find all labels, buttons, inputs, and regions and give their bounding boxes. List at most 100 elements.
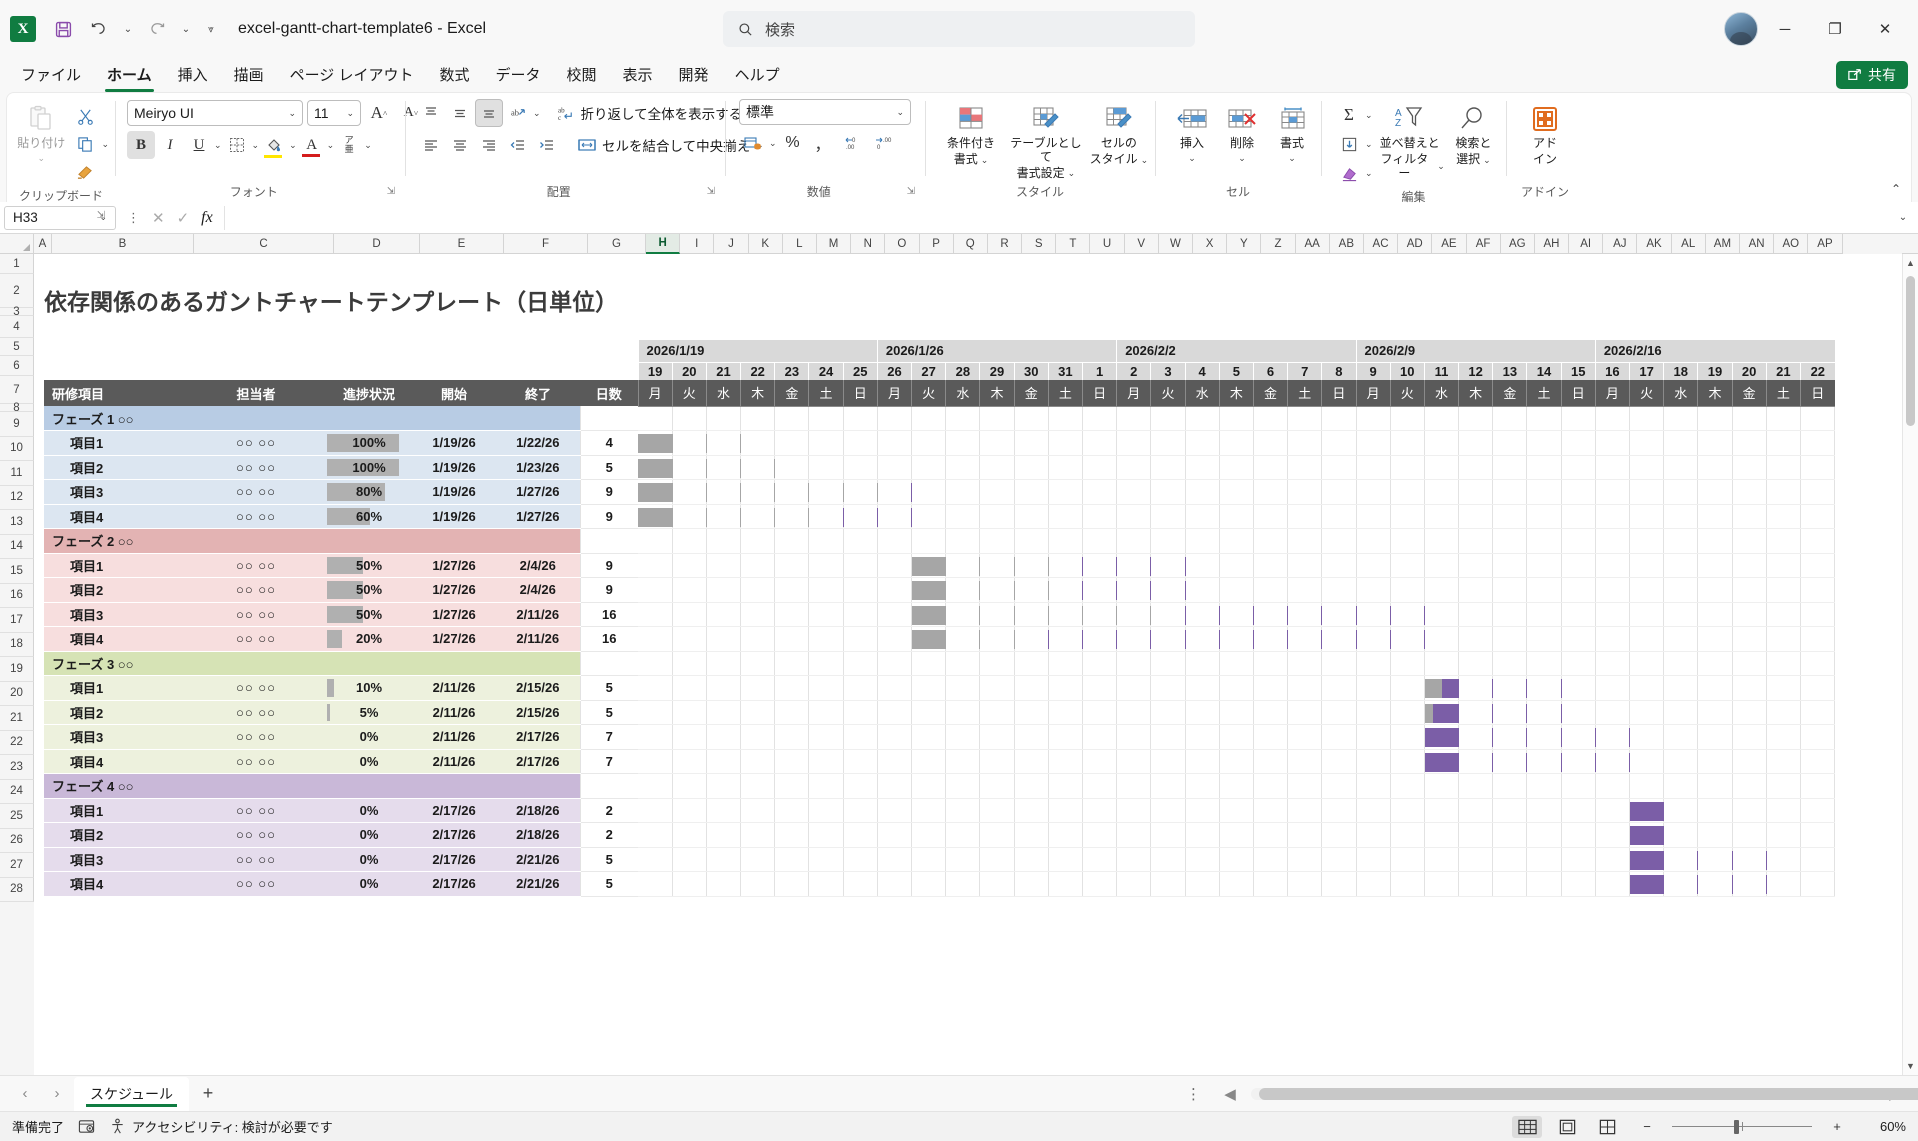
sort-chevron-down-icon[interactable]: ⌄ xyxy=(1437,161,1445,172)
cut-icon[interactable] xyxy=(71,102,99,130)
column-header-AO[interactable]: AO xyxy=(1774,234,1809,254)
align-middle-icon[interactable] xyxy=(446,99,474,127)
tab-help[interactable]: ヘルプ xyxy=(734,67,780,84)
row-header-27[interactable]: 27 xyxy=(0,853,34,878)
borders-chevron-down-icon[interactable]: ⌄ xyxy=(251,139,260,150)
orientation-chevron-down-icon[interactable]: ⌄ xyxy=(533,107,541,118)
font-size-combo[interactable]: 11 ⌄ xyxy=(307,100,361,126)
column-header-E[interactable]: E xyxy=(420,234,504,254)
accessibility-status[interactable]: アクセシビリティ: 検討が必要です xyxy=(109,1117,333,1136)
text-orientation-icon[interactable]: ab xyxy=(504,99,532,127)
increase-font-size-icon[interactable]: A ˄ xyxy=(370,103,388,122)
undo-icon[interactable] xyxy=(82,12,116,46)
insert-chevron-down-icon[interactable]: ⌄ xyxy=(1188,152,1196,163)
column-header-M[interactable]: M xyxy=(816,234,852,254)
formula-bar-more-icon[interactable]: ⋮ xyxy=(127,209,140,225)
row-header-17[interactable]: 17 xyxy=(0,608,34,633)
table-row[interactable]: 項目1 ○○ ○○ 10% 2/11/26 2/15/26 5 xyxy=(44,675,1836,701)
row-header-3[interactable]: 3 xyxy=(0,306,34,318)
column-header-AD[interactable]: AD xyxy=(1398,234,1433,254)
row-header-21[interactable]: 21 xyxy=(0,706,34,731)
row-header-14[interactable]: 14 xyxy=(0,534,34,559)
tab-home[interactable]: ホーム xyxy=(94,60,165,92)
horizontal-scrollbar[interactable] xyxy=(1251,1087,1918,1100)
column-header-AE[interactable]: AE xyxy=(1432,234,1467,254)
fill-color-icon[interactable] xyxy=(260,131,288,159)
format-painter-icon[interactable] xyxy=(71,158,99,186)
tab-formulas[interactable]: 数式 xyxy=(439,67,470,84)
font-dialog-launcher-icon[interactable]: ⇲ xyxy=(386,186,395,197)
column-header-C[interactable]: C xyxy=(194,234,334,254)
minimize-button[interactable]: ─ xyxy=(1779,20,1791,38)
alignment-dialog-launcher-icon[interactable]: ⇲ xyxy=(706,186,715,197)
insert-cells-button[interactable]: 挿入 ⌄ xyxy=(1169,99,1215,163)
align-right-icon[interactable] xyxy=(475,131,503,159)
row-header-4[interactable]: 4 xyxy=(0,316,34,338)
format-cells-button[interactable]: 書式 ⌄ xyxy=(1269,99,1315,163)
table-row[interactable]: 項目3 ○○ ○○ 0% 2/11/26 2/17/26 7 xyxy=(44,724,1836,750)
table-row[interactable]: 項目2 ○○ ○○ 100% 1/19/26 1/23/26 5 xyxy=(44,455,1836,480)
row-header-19[interactable]: 19 xyxy=(0,657,34,682)
column-header-F[interactable]: F xyxy=(504,234,588,254)
page-layout-view-icon[interactable] xyxy=(1552,1116,1582,1138)
column-header-L[interactable]: L xyxy=(782,234,817,254)
fat-chevron-down-icon[interactable]: ⌄ xyxy=(1067,168,1076,179)
clear-icon[interactable] xyxy=(1335,159,1363,187)
page-break-view-icon[interactable] xyxy=(1592,1116,1622,1138)
conditional-formatting-button[interactable]: 条件付き 書式 ⌄ xyxy=(939,99,1003,167)
column-header-AB[interactable]: AB xyxy=(1329,234,1364,254)
redo-icon[interactable] xyxy=(140,12,174,46)
record-macro-icon[interactable] xyxy=(78,1118,95,1135)
row-header-13[interactable]: 13 xyxy=(0,510,34,535)
sheet-tab-schedule[interactable]: スケジュール xyxy=(74,1076,190,1111)
save-icon[interactable] xyxy=(46,12,80,46)
column-header-W[interactable]: W xyxy=(1158,234,1193,254)
confirm-icon[interactable]: ✓ xyxy=(176,209,190,227)
row-header-10[interactable]: 10 xyxy=(0,436,34,461)
cancel-icon[interactable]: ✕ xyxy=(152,209,165,227)
row-header-23[interactable]: 23 xyxy=(0,755,34,780)
column-header-AP[interactable]: AP xyxy=(1808,234,1843,254)
column-header-AH[interactable]: AH xyxy=(1534,234,1570,254)
prev-sheet-icon[interactable]: ‹ xyxy=(22,1085,28,1102)
column-header-AK[interactable]: AK xyxy=(1637,234,1672,254)
row-header-22[interactable]: 22 xyxy=(0,730,34,755)
row-header-25[interactable]: 25 xyxy=(0,804,34,829)
align-center-icon[interactable] xyxy=(446,131,474,159)
font-family-combo[interactable]: Meiryo UI ⌄ xyxy=(127,100,303,126)
row-header-24[interactable]: 24 xyxy=(0,779,34,804)
tab-developer[interactable]: 開発 xyxy=(678,67,709,84)
column-header-Y[interactable]: Y xyxy=(1227,234,1262,254)
italic-button[interactable]: I xyxy=(167,136,173,153)
font-family-chevron-down-icon[interactable]: ⌄ xyxy=(288,107,296,118)
column-header-R[interactable]: R xyxy=(987,234,1023,254)
zoom-out-button[interactable]: − xyxy=(1643,1119,1651,1134)
table-row[interactable]: 項目2 ○○ ○○ 0% 2/17/26 2/18/26 2 xyxy=(44,822,1836,848)
column-header-N[interactable]: N xyxy=(851,234,886,254)
table-row[interactable]: 項目3 ○○ ○○ 50% 1/27/26 2/11/26 16 xyxy=(44,602,1836,627)
column-header-X[interactable]: X xyxy=(1193,234,1228,254)
table-row[interactable]: 項目3 ○○ ○○ 0% 2/17/26 2/21/26 5 xyxy=(44,847,1836,872)
autosum-chevron-down-icon[interactable]: ⌄ xyxy=(1365,109,1373,120)
decrease-indent-icon[interactable] xyxy=(504,131,532,159)
percent-style-button[interactable]: % xyxy=(785,134,800,151)
maximize-button[interactable]: ❐ xyxy=(1828,21,1842,38)
align-left-icon[interactable] xyxy=(417,131,445,159)
column-header-T[interactable]: T xyxy=(1056,234,1091,254)
column-header-AJ[interactable]: AJ xyxy=(1603,234,1638,254)
close-button[interactable]: ✕ xyxy=(1878,21,1892,38)
row-header-11[interactable]: 11 xyxy=(0,461,34,486)
table-row[interactable]: 項目2 ○○ ○○ 5% 2/11/26 2/15/26 5 xyxy=(44,700,1836,725)
table-row[interactable]: 項目4 ○○ ○○ 0% 2/11/26 2/17/26 7 xyxy=(44,749,1836,774)
tab-file[interactable]: ファイル xyxy=(21,67,82,84)
column-header-K[interactable]: K xyxy=(748,234,783,254)
increase-decimal-icon[interactable]: 0.00 xyxy=(839,129,867,157)
column-header-I[interactable]: I xyxy=(680,234,715,254)
column-header-J[interactable]: J xyxy=(714,234,749,254)
phase-row[interactable]: フェーズ 4 ○○ xyxy=(44,773,1836,799)
cell-styles-button[interactable]: セルの スタイル ⌄ xyxy=(1089,99,1149,167)
row-header-28[interactable]: 28 xyxy=(0,877,34,902)
select-all-corner[interactable] xyxy=(0,234,34,254)
column-header-S[interactable]: S xyxy=(1022,234,1057,254)
phase-row[interactable]: フェーズ 1 ○○ xyxy=(44,406,1836,431)
